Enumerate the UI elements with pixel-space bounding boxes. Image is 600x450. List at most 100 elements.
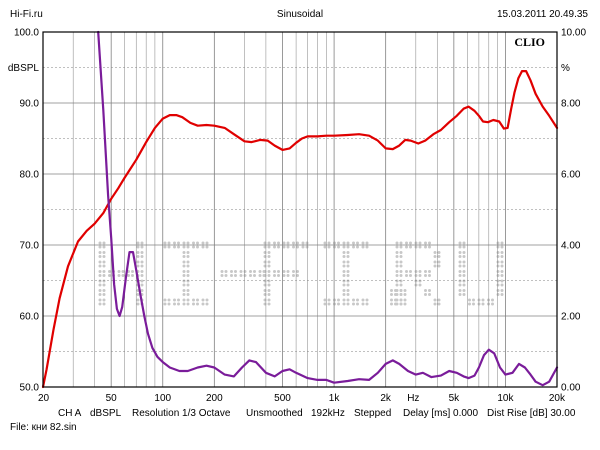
y-left-tick-label: 100.0 bbox=[14, 28, 39, 39]
watermark-dot bbox=[390, 298, 393, 302]
watermark-dot bbox=[409, 274, 412, 277]
watermark-dot bbox=[117, 270, 121, 273]
watermark-dot bbox=[342, 264, 346, 268]
watermark-dot bbox=[458, 264, 462, 268]
watermark-dot bbox=[305, 241, 309, 245]
watermark-dot bbox=[258, 270, 262, 273]
watermark-dot bbox=[186, 255, 190, 258]
watermark-dot bbox=[418, 270, 422, 273]
watermark-dot bbox=[277, 270, 280, 273]
watermark-dot bbox=[342, 289, 346, 292]
watermark-dot bbox=[273, 270, 276, 273]
watermark-dot bbox=[395, 298, 399, 302]
watermark-dot bbox=[136, 302, 140, 306]
watermark-dot bbox=[267, 274, 271, 277]
watermark-dot bbox=[182, 251, 186, 254]
watermark-dot bbox=[282, 274, 286, 277]
watermark-dot bbox=[186, 270, 190, 273]
watermark-dot bbox=[342, 255, 346, 258]
watermark-dot bbox=[390, 289, 393, 292]
watermark-dot bbox=[121, 274, 125, 277]
watermark-dot bbox=[424, 289, 427, 292]
watermark-dot bbox=[395, 260, 399, 264]
watermark-dot bbox=[405, 274, 408, 277]
watermark-dot bbox=[121, 270, 125, 273]
watermark-dot bbox=[163, 298, 167, 302]
chart-series bbox=[41, 30, 559, 389]
x-tick-label: 100 bbox=[154, 393, 171, 404]
watermark-dot bbox=[342, 302, 346, 306]
watermark-dot bbox=[418, 274, 422, 277]
watermark-dot bbox=[424, 245, 427, 249]
watermark-dot bbox=[182, 279, 186, 283]
footer-file-name: File: кни 82.sin bbox=[10, 422, 77, 433]
watermark-dot bbox=[136, 245, 140, 249]
watermark-dot bbox=[267, 302, 271, 306]
watermark-dot bbox=[462, 289, 466, 292]
footer-dist-rise: Dist Rise [dB] 30.00 bbox=[487, 408, 576, 419]
watermark-dot bbox=[277, 245, 280, 249]
watermark-dot bbox=[136, 255, 140, 258]
watermark-dot bbox=[361, 298, 365, 302]
watermark-dot bbox=[458, 245, 462, 249]
x-tick-label: 20k bbox=[549, 393, 566, 404]
x-tick-label: 1k bbox=[329, 393, 341, 404]
watermark-dot bbox=[342, 274, 346, 277]
watermark-dot bbox=[102, 251, 106, 254]
watermark-dot bbox=[102, 264, 106, 268]
watermark-dot bbox=[424, 274, 427, 277]
watermark-dot bbox=[346, 260, 350, 264]
watermark-dot bbox=[102, 241, 106, 245]
watermark-dot bbox=[346, 302, 350, 306]
watermark-dot bbox=[182, 260, 186, 264]
watermark-dot bbox=[395, 293, 399, 296]
watermark-dot bbox=[196, 245, 199, 249]
watermark-dot bbox=[462, 260, 466, 264]
watermark-dot bbox=[239, 274, 243, 277]
watermark-dot bbox=[327, 241, 331, 245]
watermark-dot bbox=[163, 302, 167, 306]
watermark-dot bbox=[140, 270, 144, 273]
watermark-dot bbox=[323, 241, 327, 245]
watermark-dot bbox=[177, 245, 180, 249]
watermark-dot bbox=[462, 293, 466, 296]
watermark-dot bbox=[182, 270, 186, 273]
watermark-dot bbox=[333, 298, 336, 302]
watermark-dot bbox=[458, 255, 462, 258]
watermark-dot bbox=[167, 298, 171, 302]
watermark-dot bbox=[201, 245, 205, 249]
watermark-dot bbox=[177, 302, 180, 306]
watermark-dot bbox=[365, 245, 369, 249]
watermark-dot bbox=[500, 255, 504, 258]
watermark-dot bbox=[296, 245, 299, 249]
x-tick-label: 5k bbox=[449, 393, 461, 404]
watermark-dot bbox=[182, 274, 186, 277]
watermark-dot bbox=[192, 302, 195, 306]
watermark-dot bbox=[428, 245, 431, 249]
watermark-dot bbox=[500, 279, 504, 283]
watermark-dot bbox=[201, 298, 205, 302]
watermark-dot bbox=[186, 279, 190, 283]
watermark-dot bbox=[182, 289, 186, 292]
header-timestamp: 15.03.2011 20.49.35 bbox=[496, 9, 588, 20]
watermark-dot bbox=[365, 298, 369, 302]
x-tick-label: Hz bbox=[407, 393, 419, 404]
watermark-dot bbox=[428, 241, 431, 245]
watermark-dot bbox=[409, 245, 412, 249]
footer-smoothing: Unsmoothed bbox=[246, 408, 303, 419]
watermark-dot bbox=[399, 245, 403, 249]
watermark-dot bbox=[346, 279, 350, 283]
watermark-dot bbox=[182, 302, 186, 306]
watermark-dot bbox=[286, 245, 290, 249]
watermark-dot bbox=[131, 270, 134, 273]
watermark-dot bbox=[437, 264, 441, 268]
watermark-dot bbox=[220, 274, 224, 277]
watermark-dot bbox=[243, 270, 247, 273]
watermark-dot bbox=[173, 241, 176, 245]
watermark-dot bbox=[253, 270, 256, 273]
watermark-dot bbox=[292, 241, 295, 245]
watermark-dot bbox=[173, 302, 176, 306]
watermark-dot bbox=[342, 270, 346, 273]
watermark-dot bbox=[399, 293, 403, 296]
watermark-dot bbox=[253, 274, 256, 277]
